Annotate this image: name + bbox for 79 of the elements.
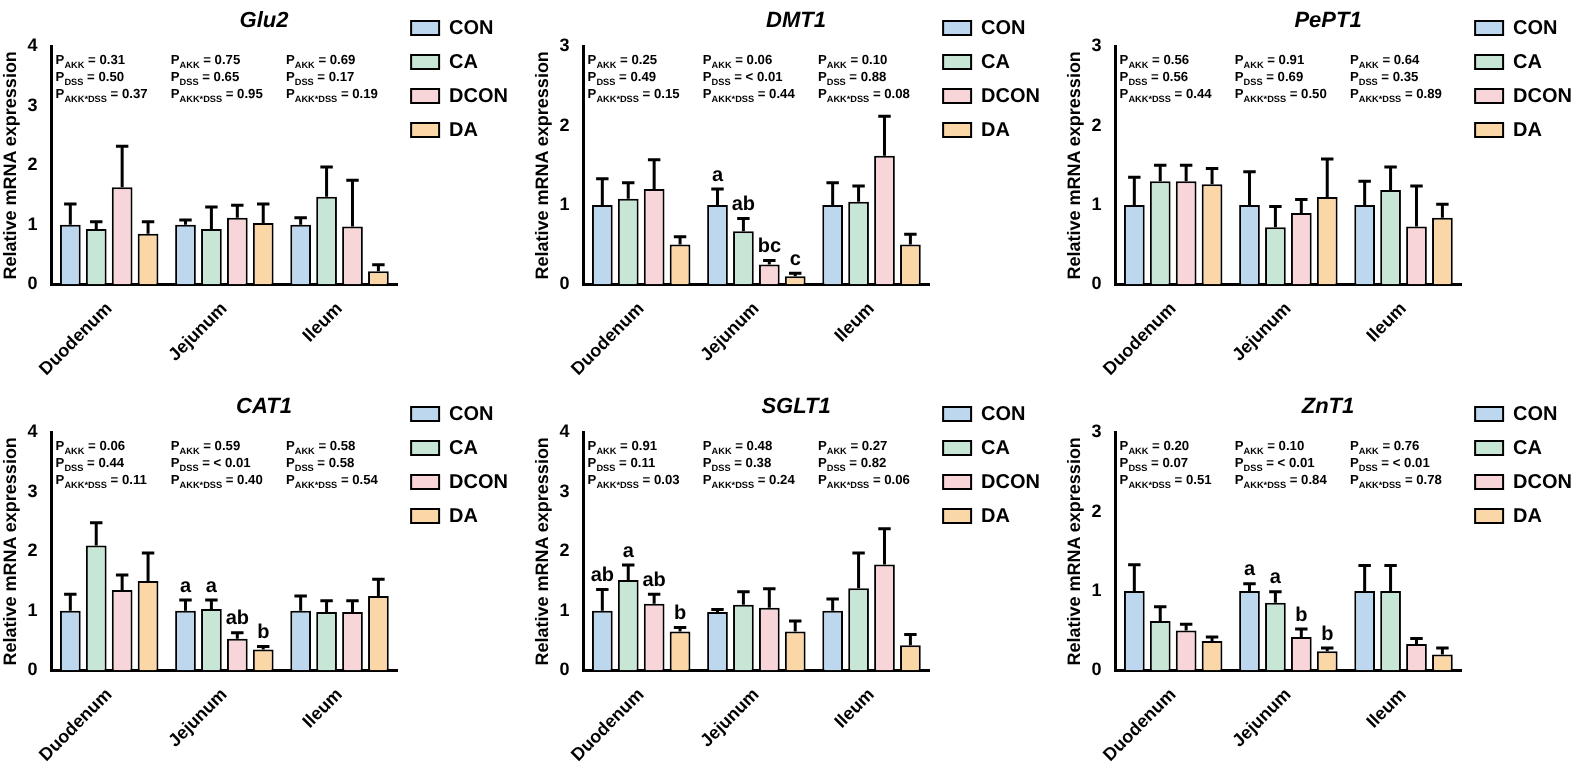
legend-label: DA <box>981 119 1011 142</box>
y-tick-label: 1 <box>1091 579 1102 600</box>
y-tick-label: 2 <box>1091 500 1102 521</box>
legend-label: CON <box>981 403 1026 426</box>
y-tick-label: 2 <box>559 540 570 561</box>
data-label: a <box>622 540 635 563</box>
y-tick-label: 1 <box>1091 193 1102 214</box>
chart-title: DMT1 <box>766 9 826 34</box>
chart-title: SGLT1 <box>761 395 831 420</box>
data-label: a <box>179 575 192 598</box>
y-tick-label: 1 <box>27 213 38 234</box>
data-label: ab <box>731 193 756 216</box>
legend-label: DCON <box>981 471 1041 494</box>
chart-title: Glu2 <box>239 9 289 34</box>
legend-label: DA <box>449 505 479 528</box>
y-tick-label: 0 <box>559 659 570 680</box>
y-tick-label: 2 <box>27 154 38 175</box>
y-axis-title: Relative mRNA expression <box>531 51 552 280</box>
legend-label: DA <box>1513 505 1543 528</box>
legend-label: CON <box>981 17 1026 40</box>
data-label: b <box>257 621 270 644</box>
legend-label: CON <box>1513 403 1558 426</box>
legend-label: CA <box>1513 437 1543 460</box>
data-label: ab <box>590 564 614 587</box>
y-tick-label: 1 <box>559 599 570 620</box>
y-tick-label: 3 <box>559 480 570 501</box>
data-label: ab <box>225 608 249 631</box>
data-label: ab <box>642 569 666 592</box>
legend-label: DA <box>449 119 479 142</box>
legend-label: DCON <box>981 85 1041 108</box>
y-tick-label: 3 <box>1091 421 1102 442</box>
y-tick-label: 3 <box>27 480 38 501</box>
y-axis-title: Relative mRNA expression <box>531 437 552 666</box>
y-axis-title: Relative mRNA expression <box>0 51 20 280</box>
legend-label: CA <box>981 437 1011 460</box>
data-label: bc <box>757 235 782 258</box>
legend-label: CA <box>449 51 479 74</box>
y-tick-label: 4 <box>559 421 570 442</box>
y-tick-label: 3 <box>27 94 38 115</box>
y-axis-title: Relative mRNA expression <box>1063 437 1084 666</box>
data-label: a <box>711 164 724 187</box>
y-axis-title: Relative mRNA expression <box>1063 51 1084 280</box>
y-tick-label: 2 <box>27 540 38 561</box>
y-tick-label: 4 <box>27 35 38 56</box>
y-tick-label: 3 <box>1091 35 1102 56</box>
legend-label: DA <box>981 505 1011 528</box>
data-label: a <box>1243 559 1256 582</box>
data-label: b <box>1295 604 1308 627</box>
legend-label: DCON <box>1513 471 1573 494</box>
y-tick-label: 2 <box>1091 114 1102 135</box>
legend-label: CA <box>981 51 1011 74</box>
y-tick-label: 0 <box>559 273 570 294</box>
y-tick-label: 0 <box>27 659 38 680</box>
legend-label: DCON <box>449 471 509 494</box>
y-tick-label: 0 <box>27 273 38 294</box>
legend-label: CA <box>449 437 479 460</box>
legend-label: CON <box>449 403 494 426</box>
chart-title: PePT1 <box>1294 9 1362 34</box>
y-tick-label: 4 <box>27 421 38 442</box>
data-label: a <box>205 575 218 598</box>
legend-label: DCON <box>1513 85 1573 108</box>
y-tick-label: 1 <box>27 599 38 620</box>
chart-title: ZnT1 <box>1299 395 1355 420</box>
y-axis-title: Relative mRNA expression <box>0 437 20 666</box>
data-label: b <box>1321 623 1334 646</box>
data-label: a <box>1269 567 1282 590</box>
y-tick-label: 2 <box>559 114 570 135</box>
legend-label: CA <box>1513 51 1543 74</box>
y-tick-label: 0 <box>1091 273 1102 294</box>
data-label: b <box>673 602 687 625</box>
legend-label: DA <box>1513 119 1543 142</box>
legend-label: DCON <box>449 85 509 108</box>
y-tick-label: 1 <box>559 193 570 214</box>
legend-label: CON <box>1513 17 1558 40</box>
legend-label: CON <box>449 17 494 40</box>
data-label: c <box>789 248 802 271</box>
chart-title: CAT1 <box>236 395 292 420</box>
y-tick-label: 3 <box>559 35 570 56</box>
y-tick-label: 0 <box>1091 659 1102 680</box>
